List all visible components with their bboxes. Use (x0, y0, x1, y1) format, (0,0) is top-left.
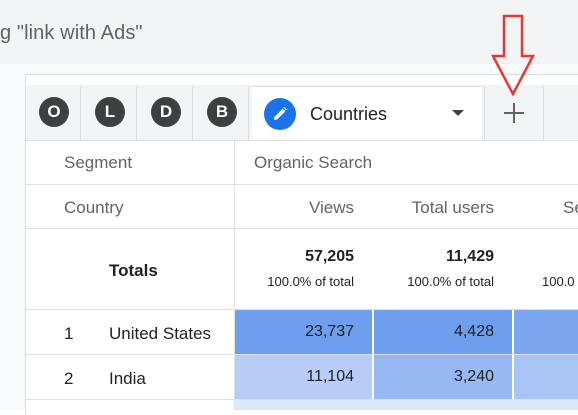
pencil-icon[interactable] (264, 98, 296, 130)
heat-cell (374, 310, 512, 354)
tab-countries-label: Countries (310, 104, 388, 124)
total-users-header[interactable]: Total users (411, 198, 494, 217)
tab-countries[interactable]: Countries (252, 86, 482, 140)
totals-third-pct: 100.0 (542, 274, 575, 289)
totals-views-pct: 100.0% of total (267, 274, 354, 289)
third-column-header[interactable]: Se (563, 198, 578, 217)
heat-cell (235, 310, 372, 354)
heat-cell (514, 310, 578, 354)
row-views: 11,104 (306, 368, 354, 385)
data-table: Segment Organic Search Country Views Tot… (26, 140, 578, 410)
divider (234, 140, 235, 410)
views-header[interactable]: Views (308, 198, 354, 217)
totals-label: Totals (109, 261, 158, 280)
country-header[interactable]: Country (64, 198, 124, 217)
divider (26, 309, 578, 310)
divider (26, 399, 578, 400)
caret-down-icon[interactable] (452, 110, 464, 116)
heat-cell (514, 355, 578, 399)
divider (26, 354, 578, 355)
totals-views: 57,205 (305, 248, 354, 265)
divider (26, 184, 578, 185)
row-users: 3,240 (453, 368, 494, 385)
heat-cell (374, 355, 512, 399)
row-views: 23,737 (305, 323, 354, 340)
tab-d[interactable]: D (138, 86, 193, 140)
divider (26, 228, 578, 229)
row-country[interactable]: United States (109, 324, 212, 343)
row-users: 4,428 (453, 323, 494, 340)
search-bar[interactable]: g "link with Ads" (0, 0, 578, 64)
search-query-text: g "link with Ads" (0, 22, 143, 44)
add-tab-button[interactable] (484, 86, 544, 140)
heat-cell (235, 400, 578, 410)
segment-header: Segment (64, 153, 133, 172)
tab-d-avatar: D (151, 97, 181, 127)
tab-o[interactable]: O (26, 86, 81, 140)
totals-users-pct: 100.0% of total (407, 274, 494, 289)
totals-users: 11,429 (445, 248, 494, 265)
plus-icon-vertical (513, 103, 515, 123)
row-rank: 2 (64, 369, 74, 388)
divider (26, 140, 578, 141)
heat-cell (235, 355, 372, 399)
red-down-arrow-icon (490, 14, 536, 96)
row-country[interactable]: India (109, 369, 146, 388)
tab-l-avatar: L (95, 97, 125, 127)
segment-value[interactable]: Organic Search (254, 153, 373, 172)
tab-l[interactable]: L (82, 86, 137, 140)
tab-b[interactable]: B (194, 86, 249, 140)
row-rank: 1 (64, 324, 74, 343)
tab-o-avatar: O (39, 97, 69, 127)
tab-b-avatar: B (207, 97, 237, 127)
